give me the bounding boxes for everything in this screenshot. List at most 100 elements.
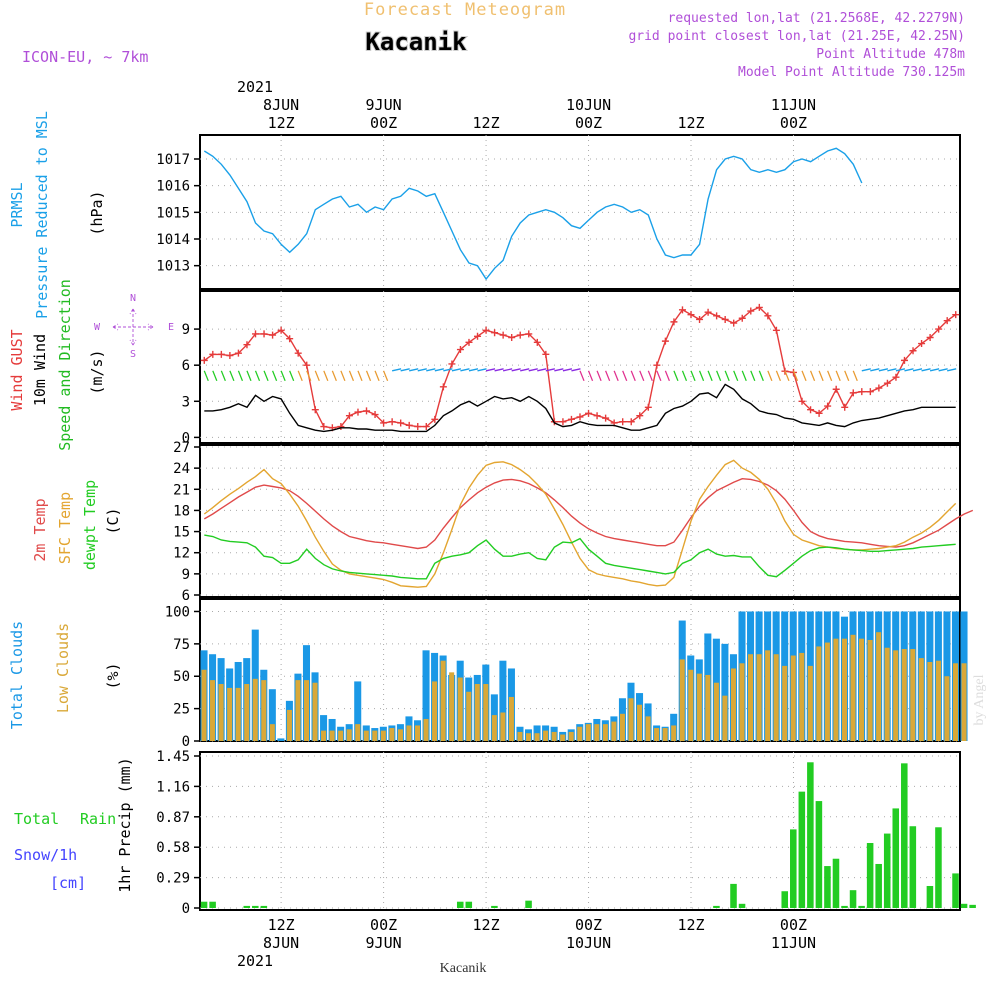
- gust-marker: [474, 332, 482, 340]
- wind-arrow: [289, 370, 295, 382]
- wind-arrow: [758, 370, 764, 382]
- point-altitude: Point Altitude 478m: [816, 47, 965, 62]
- rain-bar: [209, 901, 216, 908]
- wind-arrow: [511, 368, 521, 372]
- low-clouds-bar: [449, 672, 455, 741]
- temperature-frame: [199, 444, 961, 598]
- low-clouds-bar: [303, 680, 310, 741]
- low-clouds-bar: [807, 665, 813, 741]
- gust-marker: [456, 346, 464, 354]
- gust-marker: [482, 326, 490, 334]
- bottom-tick-hour: 12Z: [473, 916, 500, 934]
- wind-arrow: [348, 370, 355, 382]
- low-clouds-bar: [355, 724, 361, 741]
- low-clouds-bar: [261, 680, 267, 741]
- gust-marker: [499, 331, 507, 339]
- chart-title: Forecast Meteogram: [364, 0, 566, 20]
- gust-marker: [234, 349, 242, 357]
- low-clouds-bar: [722, 695, 728, 741]
- low-clouds-bar: [500, 712, 506, 741]
- wind-arrow: [528, 368, 538, 372]
- wind-arrow: [571, 368, 581, 372]
- axis-label: Low Clouds: [54, 623, 72, 713]
- compass-rose: N S W E: [94, 293, 174, 360]
- wind-ytick-label: 6: [182, 358, 190, 374]
- rain-bar: [525, 900, 532, 908]
- gust-marker: [320, 423, 328, 431]
- wind-arrow: [929, 368, 940, 372]
- bottom-tick-hour: 00Z: [370, 916, 397, 934]
- rain-bar: [952, 873, 959, 908]
- pressure-ytick-label: 1016: [156, 179, 190, 195]
- clouds-ytick-label: 75: [173, 637, 190, 653]
- gust-marker: [243, 341, 251, 349]
- low-clouds-bar: [560, 734, 566, 741]
- rain-bar: [883, 833, 891, 908]
- gust-marker: [926, 334, 934, 342]
- precip-ytick-label: 0: [182, 901, 190, 917]
- gust-marker: [311, 406, 319, 414]
- low-clouds-bar: [679, 659, 685, 741]
- wind-arrow: [485, 368, 496, 372]
- top-tick-date: 11JUN: [771, 96, 816, 114]
- low-clouds-bar: [227, 687, 233, 741]
- gust-marker: [337, 423, 345, 431]
- wind-arrow: [280, 370, 286, 382]
- wind-arrow: [809, 370, 816, 382]
- top-tick-date: 10JUN: [566, 96, 611, 114]
- wind-arrow: [938, 368, 948, 372]
- bottom-tick-date: 11JUN: [771, 934, 816, 952]
- low-clouds-bar: [397, 729, 403, 741]
- clouds-ytick-label: 50: [173, 669, 190, 685]
- rain-bar: [901, 763, 908, 908]
- rain-bar: [260, 905, 268, 908]
- bottom-tick-hour: 12Z: [677, 916, 704, 934]
- wind-arrow: [212, 370, 218, 382]
- low-clouds-bar: [927, 661, 933, 741]
- precip-frame: [199, 751, 961, 911]
- wind-arrow: [382, 370, 389, 382]
- pressure-series-0-line: [203, 147, 863, 281]
- gust-marker: [363, 407, 371, 415]
- gust-marker: [875, 384, 883, 392]
- gust-marker: [508, 334, 516, 342]
- rain-bar: [824, 866, 831, 908]
- wind-arrow: [331, 370, 337, 382]
- grid-point-coords: grid point closest lon,lat (21.25E, 42.2…: [628, 29, 965, 44]
- low-clouds-bar: [414, 725, 421, 741]
- gust-marker: [405, 421, 413, 429]
- total-clouds-bar: [422, 650, 430, 741]
- low-clouds-bar: [321, 730, 327, 741]
- gust-marker: [448, 360, 456, 368]
- model-label: ICON-EU, ~ 7km: [22, 48, 148, 66]
- total-clouds-bar: [721, 643, 729, 741]
- low-clouds-bar: [235, 687, 241, 741]
- clouds-ytick-label: 100: [165, 604, 190, 620]
- gust-marker: [841, 403, 849, 411]
- total-clouds-bar: [328, 718, 336, 741]
- bottom-axis-year: 2021: [237, 952, 273, 970]
- low-clouds-bar: [551, 731, 557, 741]
- rain-bar: [456, 901, 464, 908]
- gust-marker: [525, 330, 533, 338]
- low-clouds-bar: [833, 638, 839, 741]
- top-tick-hour: 12Z: [473, 114, 500, 132]
- wind-arrow: [767, 370, 773, 382]
- wind-arrow: [434, 368, 444, 372]
- low-clouds-bar: [619, 713, 625, 741]
- axis-label: (m/s): [88, 349, 106, 394]
- compass-arrows: [112, 308, 154, 346]
- temperature-ytick-label: 24: [173, 461, 190, 477]
- wind-arrow: [254, 370, 261, 382]
- panels: 1013101410151016101703696912151821242702…: [8, 111, 976, 917]
- low-clouds-bar: [688, 669, 694, 741]
- clouds-panel: 0 25 50 75 100: [165, 598, 968, 750]
- precip-ytick-label: 0.87: [156, 810, 190, 826]
- rain-bar: [730, 883, 737, 908]
- low-clouds-bar: [765, 650, 771, 741]
- wind-arrow: [409, 368, 419, 372]
- low-clouds-bar: [372, 730, 378, 741]
- gust-marker: [687, 311, 695, 319]
- axis-label: Pressure Reduced to MSL: [33, 111, 51, 319]
- rain-bar: [243, 905, 251, 908]
